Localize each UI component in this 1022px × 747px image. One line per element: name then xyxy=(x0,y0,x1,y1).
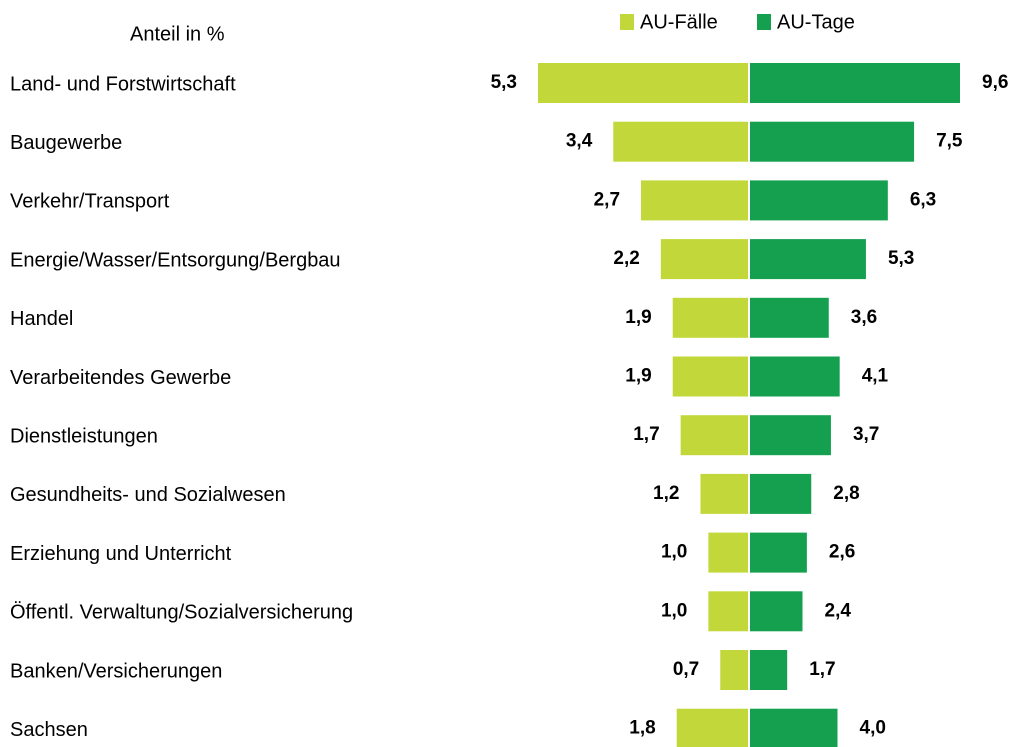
value-label: 1,0 xyxy=(661,600,687,621)
bar xyxy=(750,180,888,221)
bar xyxy=(750,708,838,747)
category-label: Dienstleistungen xyxy=(10,425,158,447)
bar xyxy=(750,63,960,103)
value-label: 7,5 xyxy=(936,131,963,152)
bar xyxy=(750,239,866,280)
bar xyxy=(750,415,831,456)
category-label: Sachsen xyxy=(10,719,88,741)
category-label: Öffentl. Verwaltung/Sozialversicherung xyxy=(10,602,353,624)
category-label: Gesundheits- und Sozialwesen xyxy=(10,484,286,506)
value-label: 2,7 xyxy=(594,189,620,210)
bar xyxy=(613,121,748,162)
bar xyxy=(750,473,812,514)
category-label: Verkehr/Transport xyxy=(10,191,170,213)
value-label: 1,9 xyxy=(625,366,651,387)
category-label: Banken/Versicherungen xyxy=(10,660,222,682)
category-label: Baugewerbe xyxy=(10,132,122,154)
category-label: Energie/Wasser/Entsorgung/Bergbau xyxy=(10,249,341,271)
bar xyxy=(676,708,748,747)
bar xyxy=(538,63,748,103)
bar xyxy=(750,532,807,573)
value-label: 1,7 xyxy=(633,424,659,445)
bar xyxy=(708,591,748,632)
value-label: 1,7 xyxy=(809,659,835,680)
bar xyxy=(680,415,748,456)
value-label: 2,6 xyxy=(829,542,855,563)
value-label: 1,0 xyxy=(661,542,687,563)
value-label: 2,2 xyxy=(613,248,639,269)
value-label: 5,3 xyxy=(888,248,914,269)
value-label: 9,6 xyxy=(982,72,1008,93)
value-label: 1,8 xyxy=(629,718,655,739)
legend-swatch xyxy=(757,14,771,30)
bar xyxy=(641,180,748,221)
value-label: 1,2 xyxy=(653,483,679,504)
value-label: 3,6 xyxy=(851,307,877,328)
bar xyxy=(700,473,748,514)
legend-label: AU-Tage xyxy=(777,11,855,33)
legend-swatch xyxy=(620,14,634,30)
value-label: 2,4 xyxy=(825,600,852,621)
value-label: 1,9 xyxy=(625,307,651,328)
category-label: Land- und Forstwirtschaft xyxy=(10,73,236,95)
bar xyxy=(750,591,803,632)
bar xyxy=(672,297,748,338)
value-label: 3,4 xyxy=(566,131,593,152)
value-label: 2,8 xyxy=(833,483,859,504)
bar xyxy=(750,297,829,338)
bar xyxy=(672,356,748,397)
category-label: Handel xyxy=(10,308,73,330)
legend-label: AU-Fälle xyxy=(640,11,718,33)
bar xyxy=(750,650,788,690)
value-label: 5,3 xyxy=(491,72,517,93)
bar xyxy=(708,532,748,573)
value-label: 6,3 xyxy=(910,189,936,210)
value-label: 3,7 xyxy=(853,424,879,445)
bar xyxy=(660,239,748,280)
value-label: 4,0 xyxy=(860,718,886,739)
value-label: 4,1 xyxy=(862,366,889,387)
bar xyxy=(720,650,748,690)
category-label: Erziehung und Unterricht xyxy=(10,543,232,565)
bar xyxy=(750,121,915,162)
value-label: 0,7 xyxy=(673,659,699,680)
category-label: Verarbeitendes Gewerbe xyxy=(10,367,231,389)
chart-title: Anteil in % xyxy=(130,23,225,45)
bar xyxy=(750,356,840,397)
